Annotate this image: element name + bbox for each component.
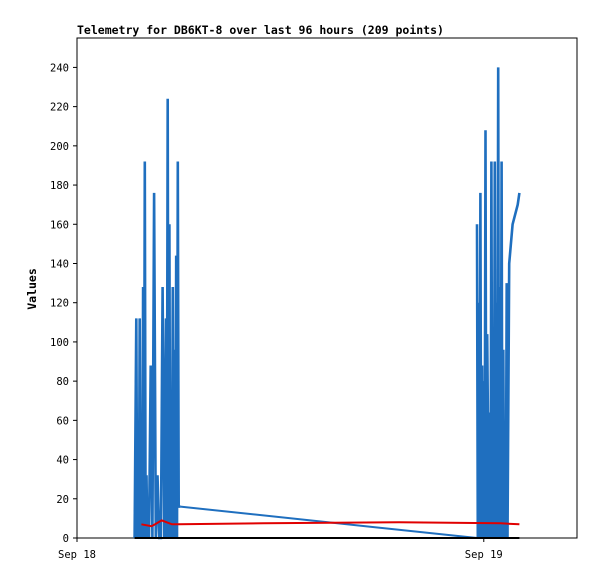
y-tick-label: 40 — [56, 455, 69, 467]
y-tick-label: 220 — [50, 102, 69, 114]
series-layer — [133, 67, 521, 540]
y-tick-label: 80 — [56, 376, 69, 388]
y-tick-label: 240 — [50, 62, 69, 74]
x-axis: Sep 18 Sep 19 — [58, 538, 503, 561]
chart-title: Telemetry for DB6KT-8 over last 96 hours… — [77, 23, 444, 37]
series-line — [475, 67, 521, 539]
series-line — [133, 98, 181, 540]
y-tick-label: 180 — [50, 180, 69, 192]
y-tick-label: 100 — [50, 337, 69, 349]
y-tick-label: 0 — [63, 533, 69, 545]
y-tick-label: 120 — [50, 298, 69, 310]
y-axis-label: Values — [25, 268, 39, 310]
x-tick-label: Sep 19 — [465, 549, 503, 561]
x-tick-label: Sep 18 — [58, 549, 96, 561]
y-axis: 0 20 40 60 80 100 120 140 160 180 200 220 240 — [50, 62, 77, 545]
y-tick-label: 160 — [50, 219, 69, 231]
y-tick-label: 20 — [56, 494, 69, 506]
y-tick-label: 140 — [50, 258, 69, 270]
series-line — [141, 519, 520, 528]
y-tick-label: 60 — [56, 415, 69, 427]
y-tick-label: 200 — [50, 141, 69, 153]
